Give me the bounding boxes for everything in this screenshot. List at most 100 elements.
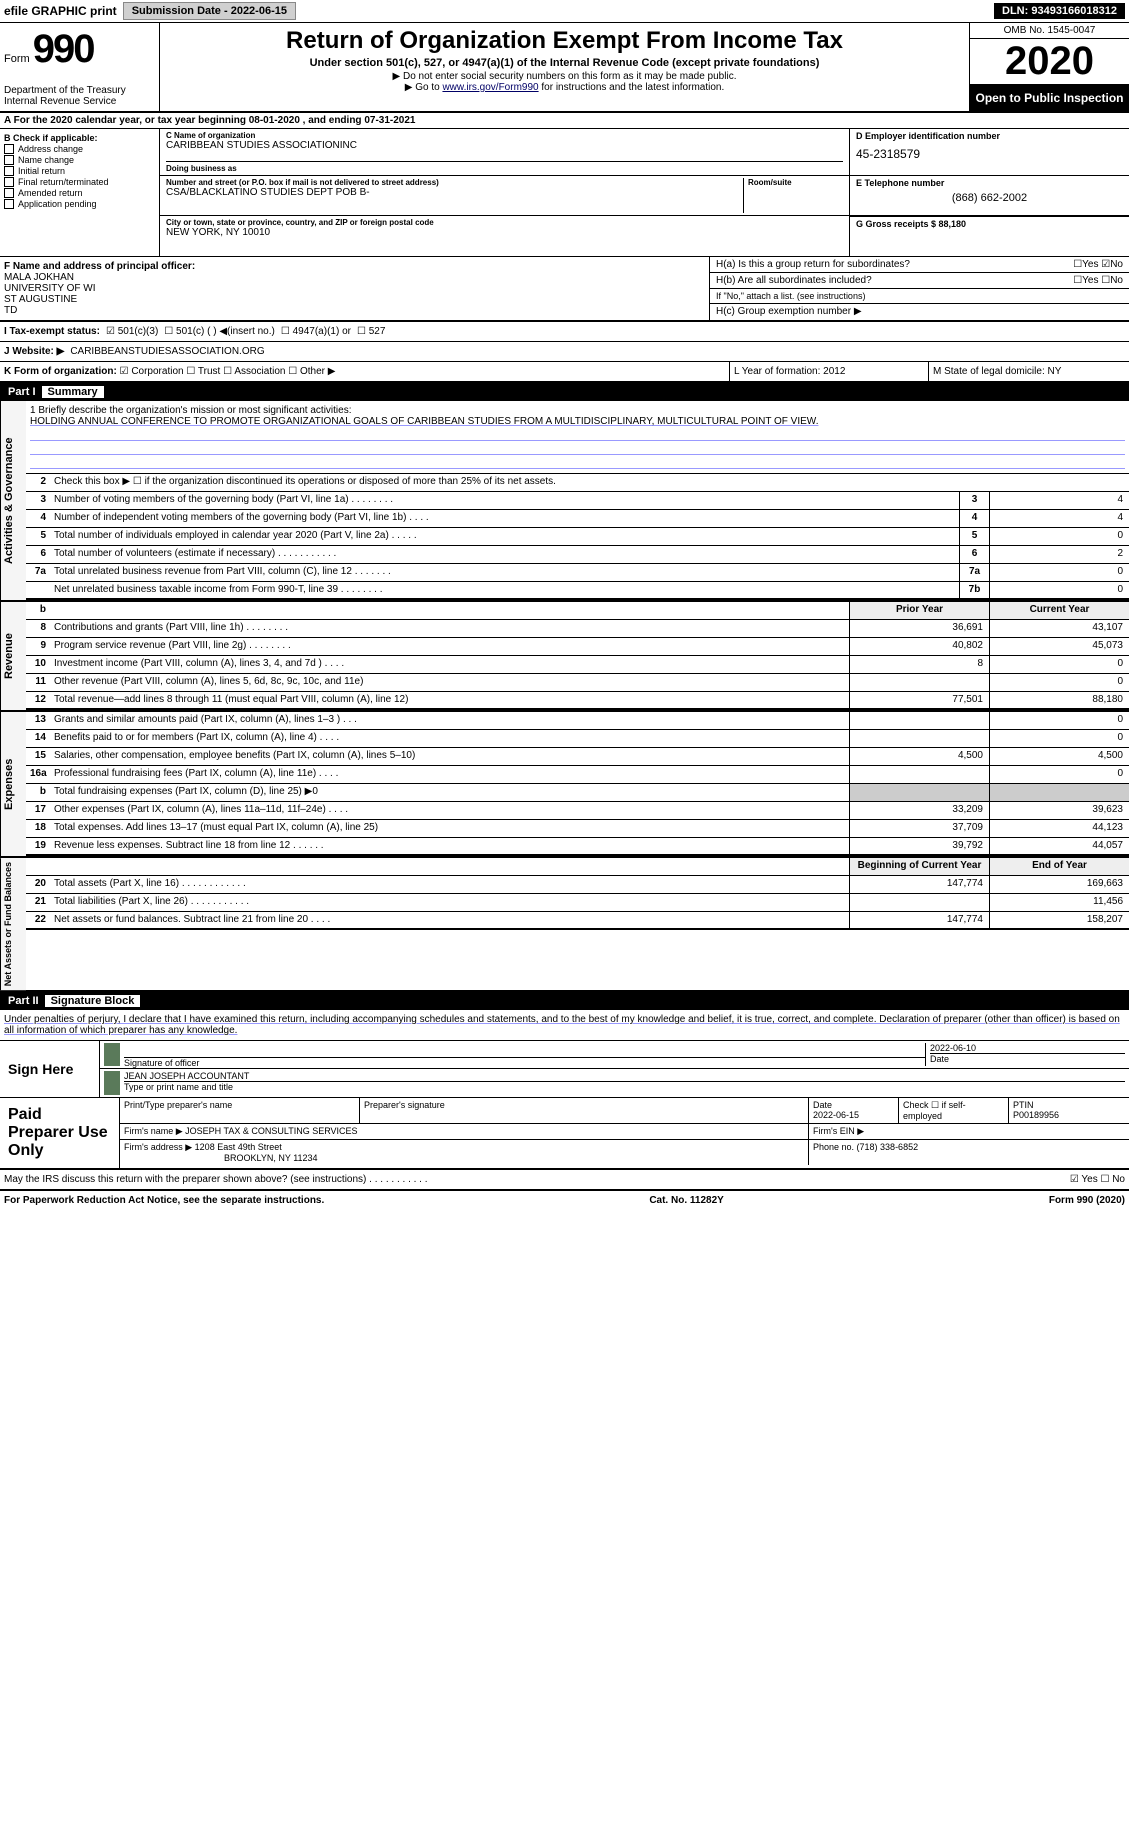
summary-row: 3Number of voting members of the governi…	[26, 492, 1129, 510]
h-block: H(a) Is this a group return for subordin…	[709, 257, 1129, 320]
header-col-year: OMB No. 1545-0047 2020 Open to Public In…	[969, 23, 1129, 111]
form-header: Form 990 Department of the Treasury Inte…	[0, 23, 1129, 113]
net-header: Beginning of Current YearEnd of Year	[26, 858, 1129, 876]
row-text: Number of independent voting members of …	[50, 510, 959, 527]
summary-governance: Activities & Governance 1 Briefly descri…	[0, 401, 1129, 602]
row-text: Benefits paid to or for members (Part IX…	[50, 730, 849, 747]
form-title: Return of Organization Exempt From Incom…	[168, 27, 961, 55]
col-begin: Beginning of Current Year	[849, 858, 989, 875]
summary-row: 13Grants and similar amounts paid (Part …	[26, 712, 1129, 730]
opt-527[interactable]: ☐ 527	[357, 326, 385, 337]
part-i-header: Part I Summary	[0, 383, 1129, 401]
arrow-icon	[104, 1043, 120, 1066]
checkbox-icon	[4, 188, 14, 198]
chk-label: Amended return	[18, 188, 83, 198]
chk-application[interactable]: Application pending	[4, 199, 155, 209]
sign-here-grid: Sign Here Signature of officer 2022-06-1…	[0, 1040, 1129, 1098]
info-row-street: Number and street (or P.O. box if mail i…	[160, 176, 1129, 216]
prep-date-label: Date	[813, 1100, 894, 1110]
k-form-org: K Form of organization: ☑ Corporation ☐ …	[0, 362, 729, 381]
f-label: F Name and address of principal officer:	[4, 261, 705, 272]
info-row-name: C Name of organization CARIBBEAN STUDIES…	[160, 129, 1129, 176]
checkbox-icon	[4, 155, 14, 165]
chk-label: Address change	[18, 144, 83, 154]
header-col-title: Return of Organization Exempt From Incom…	[160, 23, 969, 111]
irs-link[interactable]: www.irs.gov/Form990	[442, 82, 538, 93]
discuss-text: May the IRS discuss this return with the…	[4, 1174, 1070, 1185]
line1-label: 1 Briefly describe the organization's mi…	[30, 405, 1125, 416]
col-end: End of Year	[989, 858, 1129, 875]
line2-text: Check this box ▶ ☐ if the organization d…	[50, 474, 1129, 491]
row-val: 0	[989, 730, 1129, 747]
m-state-domicile: M State of legal domicile: NY	[929, 362, 1129, 381]
row-val: 0	[989, 582, 1129, 598]
col-b-heading: B Check if applicable:	[4, 133, 155, 143]
summary-row: 6Total number of volunteers (estimate if…	[26, 546, 1129, 564]
row-val: 44,057	[989, 838, 1129, 854]
paid-row-2: Firm's name ▶ JOSEPH TAX & CONSULTING SE…	[120, 1124, 1129, 1140]
summary-row: 20Total assets (Part X, line 16) . . . .…	[26, 876, 1129, 894]
row-num: 5	[26, 528, 50, 545]
street-value: CSA/BLACKLATINO STUDIES DEPT POB B-	[166, 187, 743, 198]
chk-label: Initial return	[18, 166, 65, 176]
row-text: Total revenue—add lines 8 through 11 (mu…	[50, 692, 849, 708]
row-klm: K Form of organization: ☑ Corporation ☐ …	[0, 362, 1129, 383]
summary-row: 19Revenue less expenses. Subtract line 1…	[26, 838, 1129, 856]
row-num: 17	[26, 802, 50, 819]
officer-addr1: UNIVERSITY OF WI	[4, 283, 705, 294]
row-text: Net unrelated business taxable income fr…	[50, 582, 959, 598]
chk-initial-return[interactable]: Initial return	[4, 166, 155, 176]
chk-final-return[interactable]: Final return/terminated	[4, 177, 155, 187]
row-val: 169,663	[989, 876, 1129, 893]
summary-row: 18Total expenses. Add lines 13–17 (must …	[26, 820, 1129, 838]
arrow-icon	[104, 1071, 120, 1095]
c-name-label: C Name of organization	[166, 131, 843, 140]
row-val: 88,180	[989, 692, 1129, 708]
chk-address-change[interactable]: Address change	[4, 144, 155, 154]
row-val: 0	[989, 712, 1129, 729]
city-label: City or town, state or province, country…	[166, 218, 843, 227]
summary-row: 5Total number of individuals employed in…	[26, 528, 1129, 546]
submission-date-button[interactable]: Submission Date - 2022-06-15	[123, 2, 296, 20]
gov-rows: 1 Briefly describe the organization's mi…	[26, 401, 1129, 600]
row-num: 14	[26, 730, 50, 747]
col-curr: Current Year	[989, 602, 1129, 619]
chk-label: Final return/terminated	[18, 177, 109, 187]
opt-501c[interactable]: ☐ 501(c) ( ) ◀(insert no.)	[164, 326, 275, 337]
row-box: 6	[959, 546, 989, 563]
chk-name-change[interactable]: Name change	[4, 155, 155, 165]
dln-label: DLN: 93493166018312	[994, 3, 1125, 19]
dba-label: Doing business as	[166, 161, 843, 173]
opt-4947[interactable]: ☐ 4947(a)(1) or	[281, 326, 351, 337]
l-year-formation: L Year of formation: 2012	[729, 362, 929, 381]
j-label: J Website: ▶	[4, 346, 64, 357]
chk-label: Name change	[18, 155, 74, 165]
row-box: 5	[959, 528, 989, 545]
k-label: K Form of organization:	[4, 366, 117, 377]
line2: 2Check this box ▶ ☐ if the organization …	[26, 474, 1129, 492]
summary-row: 9Program service revenue (Part VIII, lin…	[26, 638, 1129, 656]
tax-year: 2020	[970, 39, 1129, 85]
date-label: Date	[930, 1053, 1125, 1064]
note2-pre: ▶ Go to	[405, 82, 443, 93]
row-text: Total number of volunteers (estimate if …	[50, 546, 959, 563]
paid-row-1: Print/Type preparer's name Preparer's si…	[120, 1098, 1129, 1124]
chk-amended[interactable]: Amended return	[4, 188, 155, 198]
prep-date: 2022-06-15	[813, 1110, 894, 1120]
k-other: Other ▶	[300, 366, 335, 377]
summary-row: 4Number of independent voting members of…	[26, 510, 1129, 528]
exp-rows: 13Grants and similar amounts paid (Part …	[26, 712, 1129, 856]
header-col-form: Form 990 Department of the Treasury Inte…	[0, 23, 160, 111]
i-label: I Tax-exempt status:	[4, 326, 100, 337]
row-num: 4	[26, 510, 50, 527]
row-val: 2	[989, 546, 1129, 563]
row-num: 9	[26, 638, 50, 655]
row-val: 0	[989, 766, 1129, 783]
note2-post: for instructions and the latest informat…	[539, 82, 725, 93]
checkbox-icon	[4, 199, 14, 209]
officer-sig-line: Signature of officer 2022-06-10Date	[100, 1041, 1129, 1069]
row-text: Total fundraising expenses (Part IX, col…	[50, 784, 849, 801]
row-prior: 77,501	[849, 692, 989, 708]
opt-501c3[interactable]: ☑ 501(c)(3)	[106, 326, 158, 337]
ha-line: H(a) Is this a group return for subordin…	[710, 257, 1129, 273]
